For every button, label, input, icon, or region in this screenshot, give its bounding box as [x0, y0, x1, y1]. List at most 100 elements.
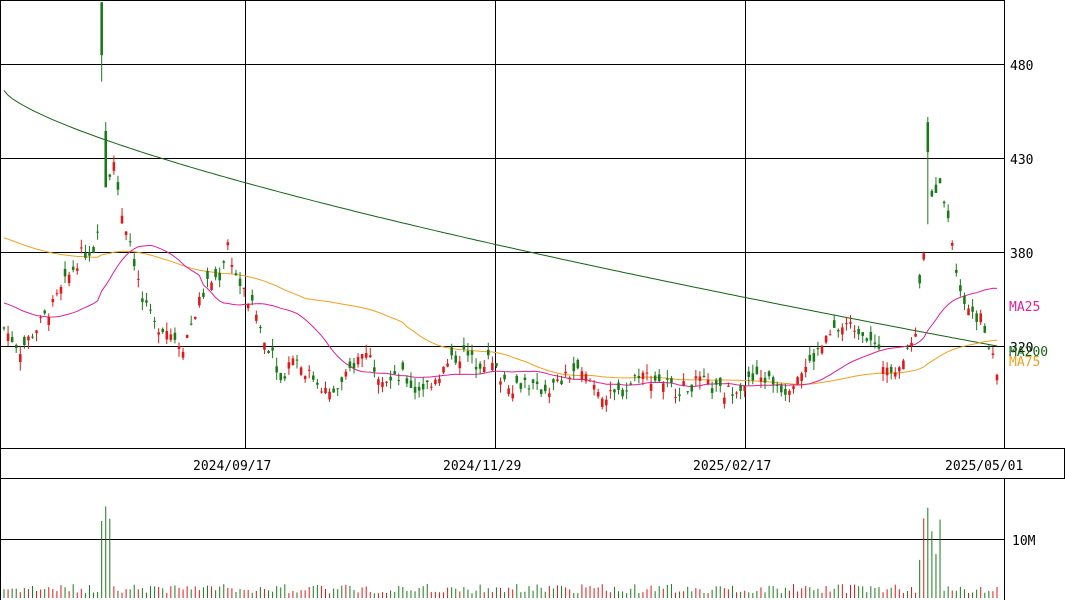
candle-body — [670, 378, 673, 383]
candle-body — [735, 392, 738, 394]
candle-body — [202, 292, 205, 297]
candle-body — [320, 391, 323, 393]
candle-body — [454, 355, 458, 363]
candle-body — [885, 367, 889, 376]
candle-body — [364, 353, 368, 358]
candle-body — [275, 366, 278, 373]
price-tick-label: 480 — [1010, 59, 1033, 74]
candle-body — [59, 287, 63, 294]
candle-body — [462, 345, 466, 349]
candle-body — [666, 378, 669, 380]
candle-body — [153, 320, 156, 322]
candle-body — [442, 366, 445, 373]
candle-body — [934, 184, 938, 193]
candle-body — [417, 386, 421, 391]
candle-body — [161, 328, 165, 333]
candle-body — [641, 372, 645, 380]
candle-body — [405, 378, 409, 384]
ma200-path — [3, 90, 998, 347]
candle-body — [832, 320, 836, 328]
candle-body — [955, 269, 958, 273]
candle-body — [812, 353, 816, 362]
candle-body — [340, 377, 344, 382]
series-labels: MA25 MA200 MA75 — [1009, 300, 1048, 370]
candle-body — [682, 381, 685, 386]
candle-body — [226, 242, 230, 246]
candle-body — [674, 396, 677, 398]
candle-body — [287, 362, 291, 369]
candle-body — [922, 253, 926, 260]
candle-body — [853, 330, 856, 332]
candle-body — [47, 316, 51, 325]
date-tick-label: 2025/02/17 — [693, 459, 771, 474]
candle-body — [27, 336, 30, 341]
candle-body — [857, 328, 860, 335]
candle-body — [14, 344, 18, 348]
candle-body — [491, 362, 494, 371]
candle-body — [51, 299, 55, 303]
candle-body — [731, 394, 734, 396]
volume-panel-frame — [0, 478, 1005, 600]
candle-body — [747, 371, 751, 377]
candlesticks — [2, 2, 999, 412]
candle-body — [55, 293, 59, 295]
candle-body — [893, 372, 897, 377]
price-tick-label: 430 — [1010, 153, 1033, 168]
candle-body — [434, 379, 437, 385]
candle-body — [657, 374, 661, 382]
candle-body — [18, 354, 22, 363]
candle-body — [6, 333, 10, 342]
candle-body — [507, 388, 510, 395]
candle-body — [283, 376, 287, 379]
candle-body — [727, 385, 730, 387]
candle-body — [295, 359, 299, 361]
candle-body — [983, 325, 987, 333]
candle-body — [771, 377, 775, 385]
candle-body — [128, 241, 132, 243]
candle-body — [189, 323, 193, 325]
candle-body — [889, 366, 893, 373]
candle-body — [401, 362, 405, 370]
candle-body — [495, 363, 498, 367]
candle-body — [332, 388, 335, 393]
candle-body — [478, 363, 482, 369]
candle-body — [804, 366, 808, 373]
candle-body — [535, 381, 539, 384]
candle-body — [381, 382, 384, 387]
date-tick-label: 2025/05/01 — [945, 459, 1023, 474]
candle-body — [173, 332, 177, 340]
candle-body — [942, 201, 946, 204]
candle-body — [181, 351, 185, 358]
candle-body — [409, 380, 413, 389]
candle-body — [568, 377, 571, 379]
candle-body — [617, 382, 620, 390]
candle-body — [250, 294, 254, 301]
candle-body — [291, 358, 295, 366]
price-tick-label: 380 — [1010, 247, 1033, 262]
candle-body — [816, 347, 820, 350]
candle-body — [950, 242, 954, 246]
candle-body — [613, 389, 616, 393]
candle-body — [523, 377, 527, 381]
candle-body — [132, 259, 136, 267]
candle-body — [625, 390, 628, 392]
candle-body — [995, 374, 999, 381]
candle-body — [255, 314, 258, 321]
candle-body — [458, 361, 462, 369]
candle-body — [487, 349, 490, 356]
candle-body — [576, 359, 580, 369]
date-tick-label: 2024/09/17 — [193, 459, 271, 474]
candle-body — [141, 298, 144, 302]
candle-body — [470, 350, 474, 355]
candle-body — [393, 371, 396, 375]
candle-body — [548, 393, 551, 397]
candle-body — [991, 353, 995, 355]
candle-body — [185, 334, 189, 338]
candle-body — [43, 310, 46, 314]
volume-bars — [3, 506, 998, 598]
ma200-line — [3, 90, 998, 347]
candle-body — [800, 373, 803, 382]
candle-body — [845, 323, 848, 325]
candle-body — [763, 377, 767, 383]
candle-body — [775, 384, 779, 386]
